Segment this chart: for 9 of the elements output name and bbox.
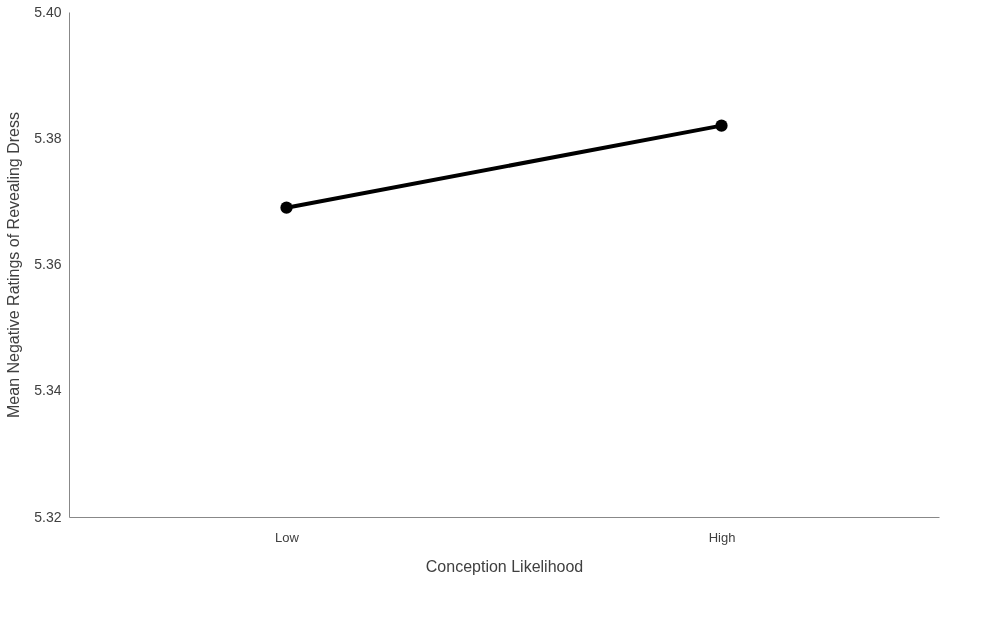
y-tick-label: 5.38 (34, 129, 62, 146)
y-tick-label: 5.34 (34, 382, 62, 399)
y-tick-label: 5.32 (34, 508, 62, 525)
x-tick-label: High (708, 529, 736, 545)
x-tick-label: Low (275, 529, 300, 545)
y-tick-label: 5.40 (34, 3, 62, 20)
y-tick-label: 5.36 (34, 256, 62, 272)
y-axis-title: Mean Negative Ratings of Revealing Dress (5, 112, 23, 418)
x-axis-title: Conception Likelihood (425, 557, 584, 575)
